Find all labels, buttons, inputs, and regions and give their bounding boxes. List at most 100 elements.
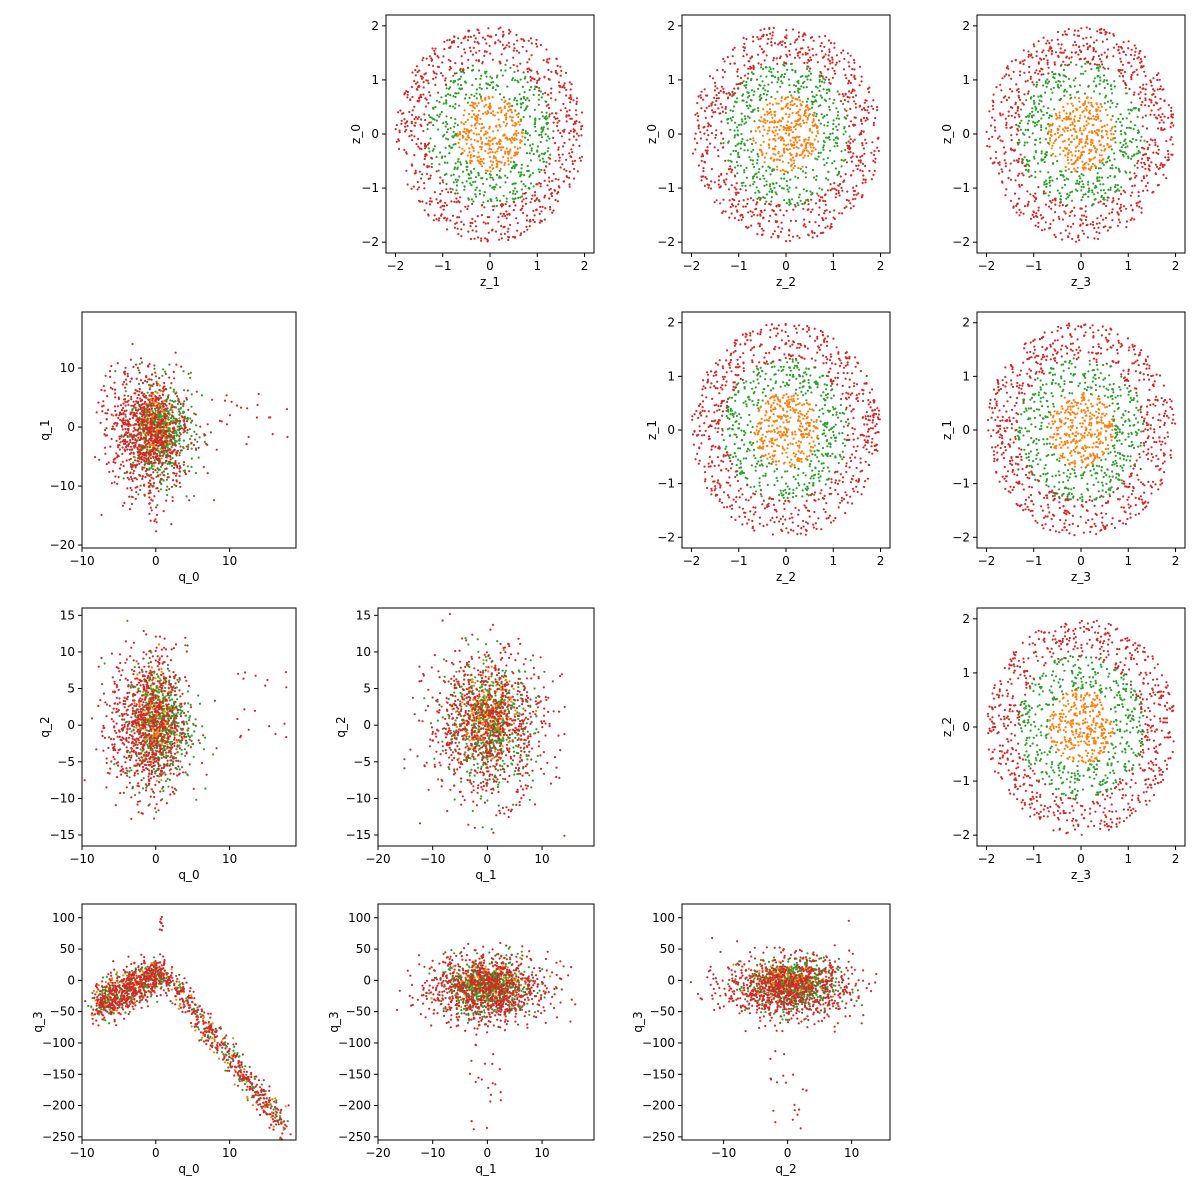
point-outer [1023,164,1026,167]
point-outer [1073,214,1076,217]
point-middle [842,133,845,136]
point-outer [841,212,844,215]
point-outer [1121,47,1124,50]
point-middle [779,75,783,78]
point-outer [732,93,735,96]
point-middle [1096,191,1099,194]
point-outer [700,175,703,178]
point-outer [1160,119,1163,122]
point-middle [495,173,499,177]
point-outer [435,72,438,75]
point-outer [562,84,565,87]
point-outer [1015,159,1019,162]
point-outer [793,41,796,44]
point-outer [538,221,542,224]
point-inner [1070,134,1074,137]
point-inner [775,158,779,161]
point-inner [511,138,515,141]
point-middle [1032,94,1035,98]
point-outer [760,48,764,51]
point-middle [797,96,801,99]
point-outer [1039,57,1042,60]
point-outer [408,110,411,114]
point-outer [559,74,562,77]
point-outer [453,200,456,203]
point-inner [802,119,805,122]
point-outer [1021,158,1024,161]
point-inner [763,113,766,116]
point-inner [785,96,788,99]
point-outer [537,199,541,202]
point-outer [1038,78,1041,81]
point-middle [845,141,848,144]
point-inner [475,121,478,125]
point-middle [515,164,518,167]
point-outer [560,69,563,72]
point-middle [499,186,502,189]
point-outer [770,44,773,47]
point-outer [1157,114,1160,117]
point-outer [472,46,475,50]
point-outer [772,56,776,60]
point-inner [811,124,814,127]
point-outer [1028,71,1031,74]
point-inner [517,132,520,135]
point-outer [722,210,725,213]
point-outer [755,203,758,206]
point-inner [510,116,513,119]
point-middle [1048,191,1051,194]
point-inner [469,156,472,159]
point-middle [517,112,520,115]
point-outer [731,48,735,51]
point-inner [766,119,769,123]
point-outer [733,46,736,49]
point-middle [446,123,449,126]
point-inner [1086,134,1089,137]
point-outer [1150,101,1153,104]
point-inner [1100,154,1103,157]
point-inner [790,159,793,162]
point-inner [1049,137,1052,140]
point-middle [449,80,452,83]
point-outer [444,79,447,82]
point-outer [724,210,727,213]
point-middle [796,201,799,205]
point-middle [538,159,542,162]
point-outer [507,236,511,239]
point-outer [747,72,750,75]
point-outer [454,222,457,225]
point-inner [487,95,490,98]
x-tick-label: −1 [730,259,748,273]
point-outer [1077,234,1080,237]
point-inner [505,136,508,139]
point-middle [736,97,739,100]
point-middle [511,192,515,195]
point-middle [1129,171,1132,174]
point-outer [1093,237,1096,240]
point-inner [519,139,522,142]
point-inner [475,127,478,130]
point-outer [986,144,989,148]
point-outer [857,159,860,162]
point-outer [1156,78,1159,82]
point-middle [1098,92,1101,95]
point-outer [579,159,582,162]
point-middle [140,424,143,427]
point-outer [1037,221,1040,224]
point-outer [405,121,408,124]
point-middle [1035,83,1038,86]
point-outer [491,228,494,231]
point-outer [1059,51,1062,54]
point-middle [781,187,784,190]
point-inner [1078,129,1082,132]
point-outer [1139,50,1142,53]
point-inner [500,161,503,164]
point-outer [711,77,715,80]
point-outer [1133,172,1136,175]
point-outer [1015,89,1019,92]
point-outer [1092,47,1095,50]
point-middle [1087,195,1090,198]
point-outer [545,60,548,63]
point-outer [416,180,419,184]
point-middle [491,77,494,80]
